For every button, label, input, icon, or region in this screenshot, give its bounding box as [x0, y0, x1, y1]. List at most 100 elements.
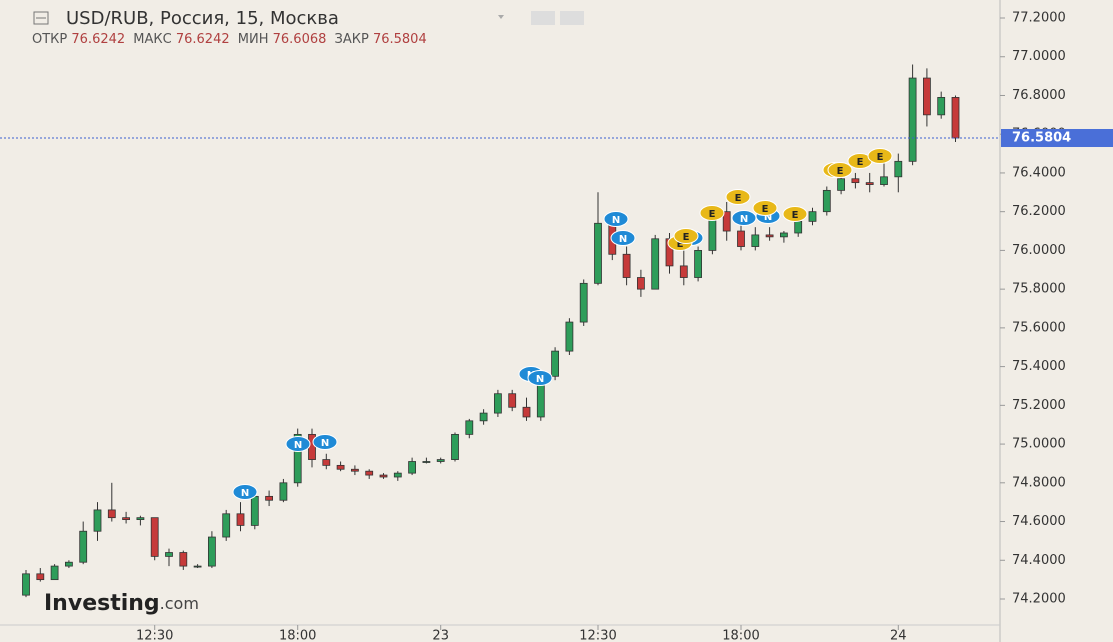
candle-body [522, 406, 531, 418]
event-badge [312, 434, 338, 450]
logo-suffix: .com [160, 594, 199, 613]
last-price-label: 76.5804 [1012, 131, 1071, 146]
candle-body [479, 412, 488, 422]
event-badge [867, 148, 893, 164]
event-label: N [536, 374, 544, 385]
candle-body [737, 230, 745, 247]
candle-body [622, 253, 631, 278]
candle-body [22, 573, 30, 596]
event-badge [782, 206, 808, 222]
candle-body [65, 561, 73, 567]
event-badge [673, 228, 699, 244]
y-tick-label: 74.4000 [1012, 553, 1066, 568]
candle-body [336, 464, 345, 470]
logo-main: Investing [44, 591, 160, 616]
event-badge [610, 230, 636, 246]
candle-body [193, 565, 202, 568]
last-price-tag [1001, 129, 1113, 148]
candle-body [293, 433, 302, 484]
high-value: 76.6242 [176, 32, 230, 47]
candle-body [379, 474, 388, 478]
candle-body [250, 495, 259, 526]
candle-body [694, 250, 702, 278]
open-label: ОТКР [32, 32, 67, 47]
candle-body [651, 238, 660, 290]
y-tick-label: 76.8000 [1012, 88, 1066, 103]
event-label: N [241, 488, 249, 499]
event-label: N [321, 438, 329, 449]
event-label: N [612, 215, 620, 226]
event-label: E [762, 204, 769, 215]
event-badge [827, 162, 853, 178]
candle-body [880, 176, 888, 185]
eye-icon[interactable] [531, 11, 555, 25]
candle-body [222, 513, 231, 538]
candle-body [765, 234, 774, 238]
candle-body [465, 420, 474, 435]
candle-body [808, 211, 817, 222]
x-tick-label: 18:00 [722, 629, 759, 642]
candle-body [322, 459, 331, 466]
candle-body [279, 482, 288, 501]
candle-body [179, 552, 188, 567]
candle-body [493, 393, 502, 414]
candle-body [780, 232, 788, 238]
candle-body [365, 470, 374, 476]
candle-body [107, 509, 116, 519]
candle-body [837, 178, 845, 191]
event-label: E [677, 239, 684, 250]
candle-body [937, 97, 946, 116]
candle-body [150, 517, 159, 557]
y-tick-label: 74.6000 [1012, 514, 1066, 529]
y-tick-label: 77.0000 [1012, 49, 1066, 64]
candle-body [136, 517, 145, 521]
event-label: E [709, 209, 716, 220]
candle-body [951, 97, 960, 139]
candle-body [451, 433, 459, 460]
y-tick-label: 76.0000 [1012, 243, 1066, 258]
event-label: E [792, 210, 799, 221]
event-label: E [837, 166, 844, 177]
event-label: N [294, 440, 302, 451]
candle-body [579, 282, 588, 323]
settings-icon[interactable] [560, 11, 584, 25]
candle-body [93, 509, 102, 532]
candle-body [36, 573, 45, 581]
candle-body [865, 182, 874, 185]
chart-title: USD/RUB, Россия, 15, Москва [66, 8, 339, 29]
candle-body [594, 222, 602, 284]
logo: Investing.com [44, 591, 199, 616]
event-badge [699, 205, 725, 221]
y-tick-label: 75.6000 [1012, 320, 1066, 335]
candle-body [165, 552, 173, 557]
candle-body [408, 461, 417, 474]
x-tick-label: 24 [890, 629, 907, 642]
event-label: E [735, 193, 742, 204]
event-badge [232, 484, 258, 500]
candle-body [822, 189, 831, 213]
candle-body [923, 77, 931, 116]
y-tick-label: 76.4000 [1012, 165, 1066, 180]
candle-body [122, 517, 130, 521]
close-value: 76.5804 [373, 32, 427, 47]
menu-icon[interactable] [33, 11, 49, 25]
event-label: E [683, 232, 690, 243]
event-label: N [619, 234, 627, 245]
candle-body [350, 468, 359, 472]
y-tick-label: 75.2000 [1012, 398, 1066, 413]
y-tick-label: 76.2000 [1012, 204, 1066, 219]
event-badge [603, 211, 629, 227]
dropdown-icon[interactable] [498, 15, 504, 19]
candle-body [265, 495, 274, 501]
candle-body [50, 565, 59, 581]
candle-body [565, 321, 574, 352]
candle-body [551, 350, 559, 377]
low-label: МИН [238, 32, 269, 47]
candle-body [722, 211, 731, 232]
event-label: N [740, 214, 748, 225]
candle-body [436, 459, 445, 462]
x-tick-label: 12:30 [136, 629, 173, 642]
y-tick-label: 75.4000 [1012, 359, 1066, 374]
candle-body [679, 265, 688, 278]
